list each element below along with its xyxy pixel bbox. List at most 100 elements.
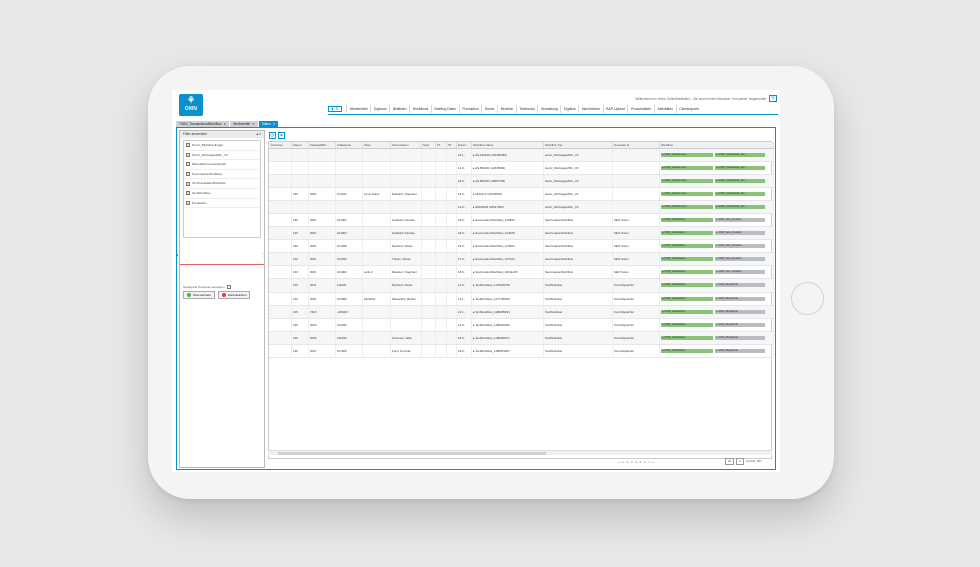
home-button[interactable] bbox=[791, 282, 824, 315]
workflow-step-badge[interactable]: ▸ AS02_Überarbeite_Re... bbox=[715, 165, 765, 170]
menu-item[interactable]: Werbemittel bbox=[346, 105, 370, 113]
column-header[interactable]: Vorschau bbox=[269, 142, 292, 149]
expand-icon[interactable]: ▸ bbox=[473, 322, 476, 327]
expand-icon[interactable]: ▸ bbox=[473, 231, 476, 236]
menu-item[interactable]: Workflows bbox=[409, 105, 431, 113]
nav-toggle-button[interactable]: ◧ ☰ bbox=[328, 106, 342, 112]
filter-item[interactable]: ✓ SeoCreationWorkflow bbox=[184, 170, 260, 180]
menu-item[interactable]: Nachrichten bbox=[578, 105, 602, 113]
table-row[interactable]: 12.0... ▸ 84000245 (18917256) Heinz_Workpa… bbox=[269, 200, 774, 214]
workflow-step-badge[interactable]: ▸ 0015_Initialisation bbox=[661, 335, 713, 340]
workflow-step-badge[interactable]: ▸ 0015_Initialisation bbox=[661, 296, 713, 301]
expand-icon[interactable]: ▸ bbox=[473, 270, 476, 275]
table-row[interactable]: 22.1... ▸ AS-192946 (123456280) Heinz_Work… bbox=[269, 148, 774, 162]
workflow-step-badge[interactable]: ▸ 0015_Initialisation bbox=[661, 309, 713, 314]
expand-icon[interactable]: ▸ bbox=[473, 218, 476, 223]
show-started-checkbox[interactable] bbox=[227, 285, 232, 289]
workflow-step-badge[interactable]: ▸ 0015_Initialisation bbox=[661, 257, 713, 262]
filter-icon[interactable]: ⏷ bbox=[278, 132, 285, 139]
filter-checkbox[interactable]: ✓ bbox=[186, 172, 190, 177]
close-icon[interactable]: ✕ bbox=[272, 122, 276, 126]
omn-logo[interactable]: ⚘ OMN bbox=[179, 94, 203, 116]
column-header[interactable]: Gestartet at bbox=[612, 142, 660, 149]
filter-checkbox[interactable]: ✓ bbox=[186, 152, 190, 157]
column-header[interactable]: Stromnamen bbox=[390, 142, 422, 149]
menu-item[interactable]: Textmodul bbox=[515, 105, 538, 113]
workflow-step-badge[interactable]: ▸ AS02_Überarbeite_Re... bbox=[715, 204, 765, 209]
workflow-step-badge[interactable]: ▸ 0020_Seo_Creation bbox=[715, 218, 765, 223]
page-size-select[interactable]: 20 bbox=[725, 458, 735, 465]
menu-item[interactable]: BAP-Upload bbox=[602, 105, 628, 113]
scrollbar-thumb[interactable] bbox=[278, 452, 546, 455]
tab[interactable]: TOBS_TransactionalWorkflow ✕ bbox=[176, 121, 230, 127]
column-header[interactable]: KatalogWffio... bbox=[308, 142, 336, 149]
expand-icon[interactable]: ▸ bbox=[473, 335, 476, 340]
workflow-step-badge[interactable]: ▸ 0015_Initialisation bbox=[661, 322, 713, 327]
workflow-step-badge[interactable]: ▸ 0015_Initialisation bbox=[661, 283, 713, 288]
workflow-step-badge[interactable]: ▸ 0020_Dispatcher bbox=[715, 283, 765, 288]
column-header[interactable]: Workflow bbox=[659, 142, 774, 149]
table-row[interactable]: 130 0001 101002 seife 2 Riebelerr, Stephanl 1… bbox=[269, 265, 774, 280]
column-header[interactable]: Shop bbox=[362, 142, 391, 149]
workflow-step-badge[interactable]: ▸ 0020_Seo_Creation bbox=[715, 244, 765, 249]
menu-item[interactable]: Aktivitäten bbox=[653, 105, 676, 113]
page-size-dropdown-icon[interactable]: ▾ bbox=[736, 458, 744, 465]
refresh-icon[interactable]: ⟳ bbox=[269, 132, 276, 139]
workflow-step-badge[interactable]: ▸ AS02_Überarbeite_Re... bbox=[715, 178, 765, 183]
pagination[interactable]: « ‹ 1 · 2 · 3 · 4 · 5 · 6 · 7 › » bbox=[618, 460, 655, 464]
table-row[interactable]: 130 0001 101056 2222222 Westerkirk, Barbel 12… bbox=[269, 292, 774, 306]
right-collapse-icon[interactable]: ▸ bbox=[772, 252, 775, 257]
table-row[interactable]: 130 0001 101209 Reichert, Nicole 23.0... ▸ Se… bbox=[269, 239, 774, 254]
workflow-step-badge[interactable]: ▸ 0015_Initialisation bbox=[661, 218, 713, 223]
reset-button[interactable]: Zurücksetzen bbox=[217, 291, 251, 299]
table-row[interactable]: 130 0004 104032 14.0... ▸ TextWorkflow_11800… bbox=[269, 318, 774, 332]
workflow-step-badge[interactable]: ▸ 0015_Initialisation bbox=[661, 270, 713, 275]
menu-item[interactable]: Berichte bbox=[497, 105, 516, 113]
workflow-step-badge[interactable]: ▸ AS01_Datenimport bbox=[661, 178, 713, 183]
workflow-step-badge[interactable]: ▸ AS01_Datenimport bbox=[661, 204, 713, 209]
menu-item[interactable]: Briefing-Daten bbox=[430, 105, 459, 113]
column-header[interactable]: FT bbox=[435, 142, 447, 149]
column-header[interactable]: Artikelseite bbox=[335, 142, 363, 149]
workflow-step-badge[interactable]: ▸ AS02_Überarbeite_Re... bbox=[715, 191, 765, 196]
workflow-step-badge[interactable]: ▸ 0020_Seo_Creation bbox=[715, 257, 765, 262]
tab[interactable]: Status ✕ bbox=[258, 121, 279, 127]
filter-item[interactable]: ✓ TextWorkflow bbox=[184, 189, 260, 199]
menu-item[interactable]: Clientexporte bbox=[675, 105, 702, 113]
table-row[interactable]: 12.0... ▸ AS-800001 (12345682) Heinz_Workp… bbox=[269, 161, 774, 175]
filter-checkbox[interactable]: ✓ bbox=[186, 200, 190, 205]
filter-checkbox[interactable]: ✓ bbox=[186, 162, 190, 167]
column-header[interactable]: Workflow Name bbox=[471, 142, 544, 149]
menu-item[interactable]: Verwaltung bbox=[537, 105, 560, 113]
collapse-icon[interactable]: ▴ ≡ bbox=[256, 132, 261, 136]
filter-checkbox[interactable]: ✓ bbox=[186, 181, 190, 186]
table-row[interactable]: 130 0050 160016 Grimmen, Silke 18.0... ▸ Text… bbox=[269, 331, 774, 345]
expand-icon[interactable]: ▸ bbox=[473, 296, 476, 301]
filter-item[interactable]: ✓ Heinz_WorkpageWFL_V3 bbox=[184, 151, 260, 161]
workflow-step-badge[interactable]: ▸ AS01_Datenimport bbox=[661, 165, 713, 170]
table-row[interactable]: 130 0007 107020 Kurzi, Dominik 18.0... ▸ Text… bbox=[269, 344, 774, 359]
filter-checkbox[interactable]: ✓ bbox=[186, 191, 190, 196]
workflow-step-badge[interactable]: ▸ 0015_Initialisation bbox=[661, 348, 713, 353]
menu-item[interactable]: Produktdaten bbox=[627, 105, 653, 113]
expand-icon[interactable]: ▸ bbox=[473, 244, 476, 249]
close-icon[interactable]: ✕ bbox=[223, 122, 227, 126]
workflow-step-badge[interactable]: ▸ 0020_Dispatcher bbox=[715, 296, 765, 301]
menu-item[interactable]: Digimow bbox=[370, 105, 389, 113]
workflow-step-badge[interactable]: ▸ 0020_Dispatcher bbox=[715, 348, 765, 353]
workflow-step-badge[interactable]: ▸ AS02_Überarbeite_Re... bbox=[715, 152, 765, 157]
user-icon[interactable]: ⚲ bbox=[769, 95, 777, 102]
expand-icon[interactable]: ▸ bbox=[473, 165, 476, 170]
expand-icon[interactable]: ▸ bbox=[473, 309, 476, 314]
expand-icon[interactable]: ▸ bbox=[473, 191, 476, 196]
column-header[interactable]: Erstel... bbox=[456, 142, 472, 149]
menu-item[interactable]: Produktion bbox=[458, 105, 481, 113]
workflow-step-badge[interactable]: ▸ 0020_Dispatcher bbox=[715, 309, 765, 314]
apply-button[interactable]: Übernehmen bbox=[183, 291, 215, 299]
column-header[interactable]: ST bbox=[446, 142, 457, 149]
workflow-step-badge[interactable]: ▸ 0020_Seo_Creation bbox=[715, 270, 765, 275]
expand-icon[interactable]: ▸ bbox=[473, 204, 476, 209]
menu-item[interactable]: Suche bbox=[481, 105, 497, 113]
workflow-step-badge[interactable]: ▸ AS01_Datenimport bbox=[661, 191, 713, 196]
workflow-step-badge[interactable]: ▸ 0020_Dispatcher bbox=[715, 335, 765, 340]
